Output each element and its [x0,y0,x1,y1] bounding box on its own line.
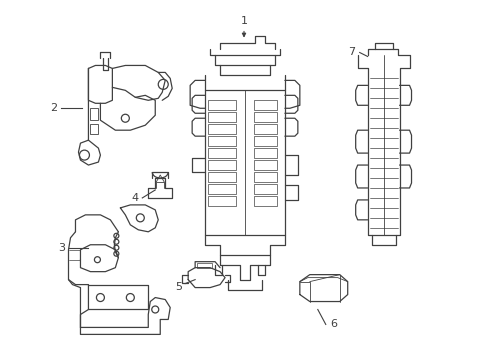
Text: 6: 6 [329,319,336,329]
Bar [90,124,98,134]
Bar [208,112,236,122]
Bar [208,136,236,146]
Text: 7: 7 [348,48,355,58]
Bar [90,108,98,120]
Text: 1: 1 [240,15,247,26]
Bar [253,112,276,122]
Bar [253,124,276,134]
Bar [253,172,276,182]
Bar [208,196,236,206]
Bar [253,196,276,206]
Bar [253,148,276,158]
Bar [197,263,212,268]
Bar [208,160,236,170]
Bar [253,160,276,170]
Bar [253,100,276,110]
Bar [253,184,276,194]
Bar [208,100,236,110]
Bar [208,184,236,194]
Bar [208,124,236,134]
Text: 3: 3 [59,243,65,253]
Bar [208,172,236,182]
Text: 4: 4 [131,193,138,203]
Bar [208,148,236,158]
Text: 2: 2 [50,103,58,113]
Text: 5: 5 [175,282,182,292]
Bar [253,136,276,146]
